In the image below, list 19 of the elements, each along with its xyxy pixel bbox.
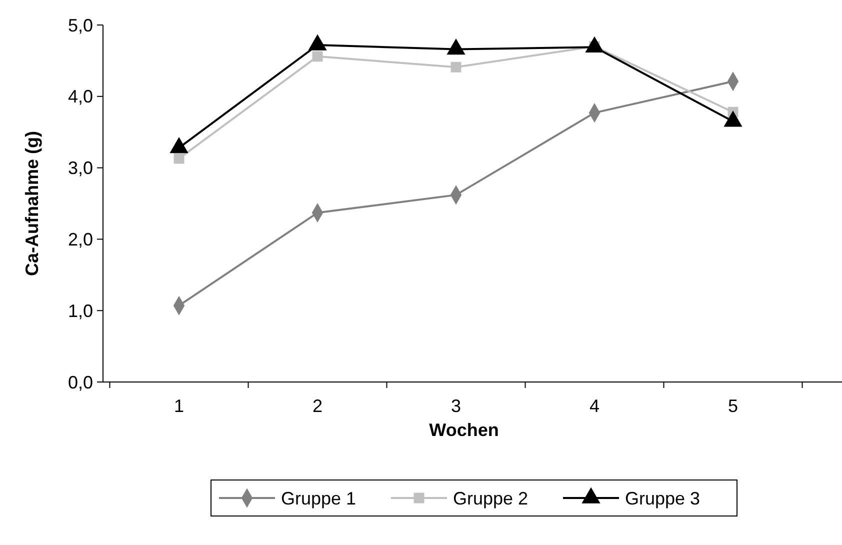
- y-tick-label: 3,0: [68, 158, 93, 178]
- y-tick-label: 4,0: [68, 86, 93, 107]
- x-tick-label: 2: [312, 396, 323, 416]
- legend-label: Gruppe 2: [453, 488, 528, 508]
- x-tick-label: 1: [174, 396, 184, 416]
- point: [450, 62, 462, 72]
- y-tick-label: 2,0: [68, 230, 93, 250]
- x-tick-label: 5: [728, 396, 738, 416]
- y-tick-label: 5,0: [68, 15, 93, 36]
- legend-label: Gruppe 1: [281, 488, 356, 508]
- y-tick-label: 0,0: [68, 372, 93, 392]
- x-axis-title: Wochen: [429, 420, 499, 440]
- x-tick-label: 3: [450, 396, 462, 416]
- x-tick-label: 4: [589, 396, 600, 416]
- y-axis-title: Ca-Aufnahme (g): [22, 131, 42, 276]
- y-tick-label: 1,0: [68, 300, 93, 321]
- legend-label: Gruppe 3: [625, 488, 700, 508]
- point: [312, 51, 323, 62]
- point: [174, 153, 184, 164]
